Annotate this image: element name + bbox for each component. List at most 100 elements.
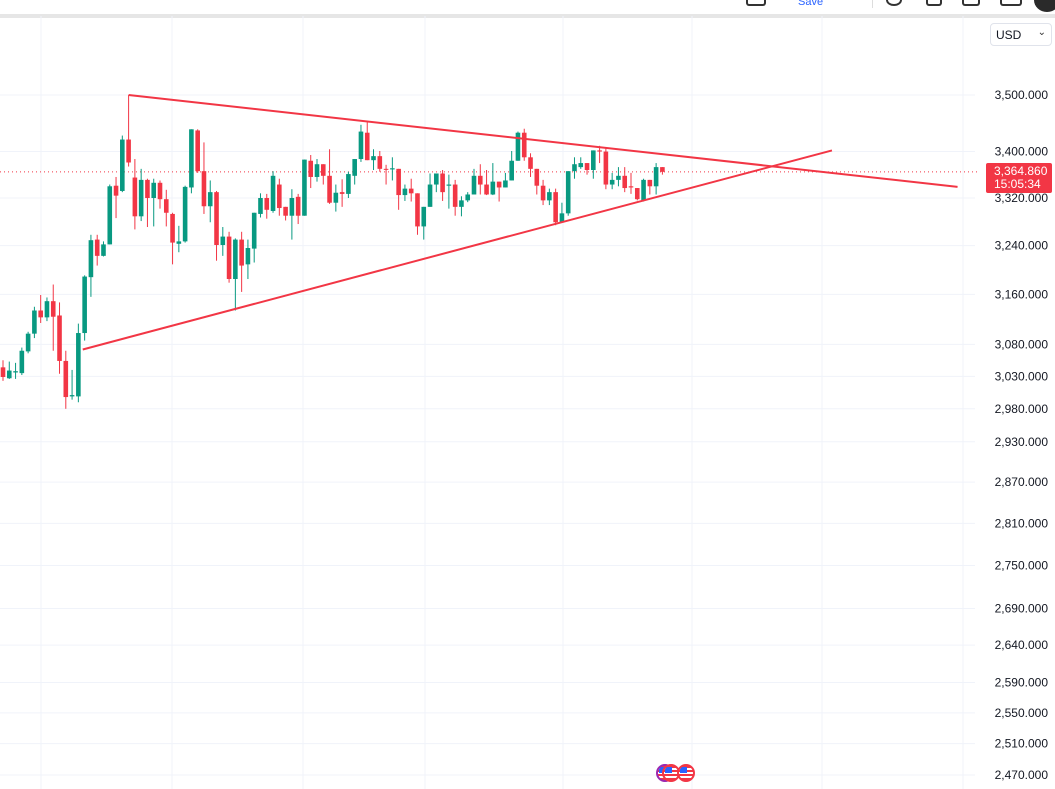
candle-down [440,173,445,193]
candle-down [534,168,540,186]
candle-down [239,239,244,266]
candle-up [434,173,439,185]
candle-down [339,192,345,194]
camera-icon[interactable] [926,0,942,6]
candle-up [616,175,621,180]
candle-up [220,236,226,245]
candle-up [25,333,31,352]
save-button[interactable]: Save [798,0,824,8]
candle-down [484,184,489,195]
candle-down [57,315,62,361]
candle-down [170,213,175,243]
candle-up [32,310,37,334]
candle-down [408,188,414,194]
candle-down [38,310,43,318]
candle-down [597,150,602,152]
candle-up [578,163,584,168]
candle-down [283,206,288,216]
candle-up [333,192,339,203]
y-tick-label: 2,750.000 [995,559,1049,573]
y-tick-label: 2,510.000 [995,737,1049,751]
y-tick-label: 3,240.000 [995,239,1049,253]
y-tick-label: 2,980.000 [995,402,1049,416]
candle-down [226,236,232,280]
candle-up [245,248,251,265]
candle-down [308,160,314,177]
chevron-down-icon: ⌄ [1037,27,1046,38]
candle-up [258,198,263,214]
candle-down [63,360,69,398]
candle-down [320,164,326,176]
candle-up [182,186,188,242]
candle-down [584,163,590,171]
candle-down [132,177,138,217]
candle-up [427,184,433,207]
candle-down [452,184,458,207]
y-tick-label: 3,400.000 [995,145,1049,159]
candle-up [270,175,276,211]
candle-up [82,276,87,334]
candle-up [233,239,238,280]
toolbar-divider [872,0,873,8]
candle-down [634,188,640,200]
candle-up [572,164,577,172]
y-tick-label: 2,870.000 [995,475,1049,489]
candle-up [19,350,25,374]
candle-down [603,151,609,185]
candle-up [465,194,471,201]
currency-select[interactable]: USD ⌄ [990,23,1052,46]
y-tick-label: 2,470.000 [995,768,1049,782]
candle-up [314,164,320,177]
candle-up [251,212,257,249]
candle-up [390,168,395,170]
fullscreen-icon[interactable] [962,0,980,6]
candle-up [101,244,106,256]
y-tick-label: 3,320.000 [995,191,1049,205]
candle-up [358,131,364,160]
candle-down [277,184,282,209]
candle-down [327,175,332,203]
candle-down [157,182,163,200]
candle-down [528,157,533,169]
candle-up [591,150,596,171]
y-tick-label: 3,160.000 [995,287,1049,301]
candle-up [120,139,125,191]
candle-down [163,199,169,213]
us-flag-event-icon[interactable] [677,764,695,782]
candle-up [189,129,194,188]
candle-up [371,156,376,161]
candle-down [50,301,56,317]
last-price-tag: 3,364.860 15:05:34 [986,163,1052,193]
candle-down [521,132,527,158]
y-tick-label: 3,500.000 [995,88,1049,102]
candle-up [76,333,81,397]
y-tick-label: 2,590.000 [995,675,1049,689]
avatar[interactable] [1034,0,1055,12]
y-tick-label: 2,690.000 [995,602,1049,616]
candle-down [477,175,483,185]
candle-down [195,130,200,172]
candle-down [295,196,301,216]
candle-down [145,179,150,199]
layout-icon[interactable] [746,0,766,6]
y-tick-label: 2,810.000 [995,516,1049,530]
candle-down [660,167,665,172]
candle-up [88,240,94,278]
candle-down [264,198,270,210]
candle-down [0,367,6,377]
candle-up [547,192,552,201]
candle-down [94,239,100,256]
candle-up [509,160,514,181]
y-tick-label: 3,080.000 [995,337,1049,351]
last-price: 3,364.860 [994,164,1048,178]
publish-icon[interactable] [1000,0,1022,6]
currency-value: USD [996,28,1022,42]
candle-up [44,301,50,318]
candle-up [6,370,12,379]
candle-up [490,181,496,195]
candle-up [138,179,144,217]
candle-down [377,156,383,169]
candle-down [540,185,546,201]
candle-down [201,171,207,207]
